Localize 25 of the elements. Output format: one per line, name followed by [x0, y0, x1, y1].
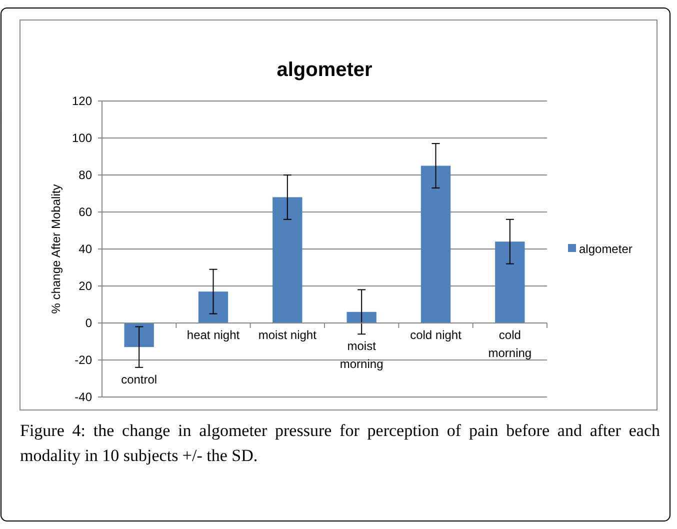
y-tick-label: 100 [72, 131, 92, 145]
y-tick-label: -20 [74, 353, 92, 367]
y-tick-label: 20 [78, 279, 92, 293]
y-tick-label: 0 [85, 316, 92, 330]
bar [124, 323, 154, 348]
bar [495, 242, 525, 323]
x-tick-label: cold morning [488, 328, 532, 360]
bar [198, 292, 228, 323]
x-tick-label: control [121, 372, 158, 386]
y-tick-label: 120 [72, 94, 92, 108]
x-tick-label: cold night [410, 328, 462, 342]
legend-label: algometer [579, 242, 632, 256]
bar [346, 312, 376, 323]
y-tick-label: 80 [78, 168, 92, 182]
y-tick-label: 60 [78, 205, 92, 219]
bar [420, 166, 451, 323]
chart-title: algometer [276, 59, 373, 81]
x-tick-label: heat night [186, 328, 240, 342]
x-tick-label: moist night [258, 328, 318, 342]
bar [272, 197, 302, 323]
x-tick-label: moist morning [340, 339, 384, 372]
y-tick-label: -40 [74, 390, 92, 404]
y-tick-label: 40 [78, 242, 92, 256]
caption: Figure 4: the change in algometer pressure for perception of pain before and after each modality in 10 subjects +/- the SD. [20, 420, 660, 467]
y-axis-title: % change After Mobality [49, 184, 63, 314]
